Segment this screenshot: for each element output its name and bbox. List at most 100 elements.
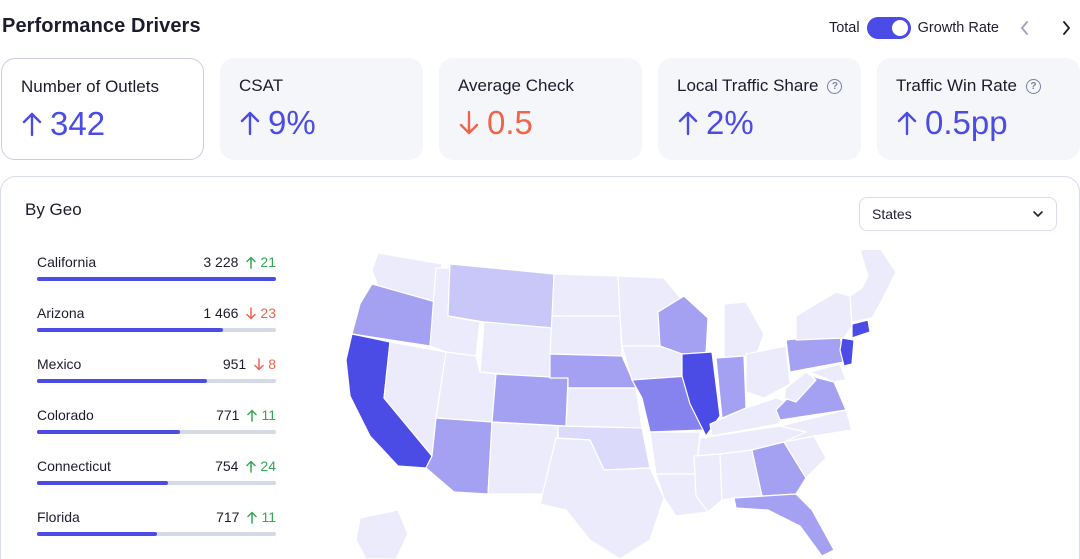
share-bar-fill xyxy=(37,430,181,434)
state-ohio[interactable] xyxy=(745,345,791,399)
arrow-up-icon xyxy=(678,111,698,136)
geo-stats: 951 8 xyxy=(223,356,276,372)
state-maryland[interactable] xyxy=(809,363,847,383)
geo-level-select[interactable]: States xyxy=(859,197,1057,231)
share-bar-track xyxy=(37,328,276,332)
state-wyoming[interactable] xyxy=(479,321,553,379)
share-bar-fill xyxy=(37,328,224,332)
geo-delta: 11 xyxy=(247,509,276,525)
geo-stats: 1 466 23 xyxy=(203,305,276,321)
state-michigan[interactable] xyxy=(723,301,765,359)
share-bar-track xyxy=(37,430,276,434)
state-arkansas[interactable] xyxy=(649,431,701,475)
arrow-up-icon xyxy=(22,112,42,137)
geo-list-item[interactable]: Arizona 1 466 23 xyxy=(37,304,276,355)
geo-list: California 3 228 21 Arizona 1 466 23 xyxy=(37,253,276,559)
geo-count: 951 xyxy=(222,356,247,372)
chevron-left-icon xyxy=(1021,21,1028,35)
chevron-right-icon xyxy=(1063,21,1070,35)
arrow-down-icon xyxy=(254,357,264,370)
kpi-value: 342 xyxy=(22,105,105,143)
state-indiana[interactable] xyxy=(715,355,747,419)
kpi-label: Average Check xyxy=(458,76,574,95)
kpi-label: Local Traffic Share? xyxy=(677,76,843,96)
geo-count: 771 xyxy=(216,407,240,423)
share-bar-track xyxy=(37,277,276,281)
kpi-label: Traffic Win Rate? xyxy=(896,76,1041,96)
arrow-up-icon xyxy=(247,409,258,422)
arrow-up-icon xyxy=(246,256,257,269)
state-florida[interactable] xyxy=(733,493,835,557)
view-toggle-group: Total Growth Rate xyxy=(829,12,1080,44)
geo-list-item[interactable]: California 3 228 21 xyxy=(37,253,276,304)
prev-button[interactable] xyxy=(1011,14,1039,42)
kpi-label: Number of Outlets xyxy=(21,77,159,96)
toggle-knob xyxy=(891,20,908,36)
share-bar-track xyxy=(37,481,276,485)
state-new-jersey[interactable] xyxy=(839,337,855,367)
panel-title: By Geo xyxy=(25,200,82,219)
state-new-york[interactable] xyxy=(795,291,853,341)
state-new-england[interactable] xyxy=(849,247,897,323)
geo-stats: 3 228 21 xyxy=(203,254,276,270)
state-west-virginia[interactable] xyxy=(783,371,817,403)
question-circle-icon[interactable]: ? xyxy=(827,78,843,94)
total-growth-toggle[interactable] xyxy=(866,17,911,39)
state-mississippi[interactable] xyxy=(693,453,723,513)
state-oregon[interactable] xyxy=(351,283,437,347)
state-connecticut[interactable] xyxy=(851,319,871,339)
geo-list-item[interactable]: Mexico 951 8 xyxy=(37,355,276,406)
geo-list-item[interactable]: Florida 717 11 xyxy=(37,508,276,559)
kpi-card-local-traffic-share[interactable]: Local Traffic Share? 2% xyxy=(658,58,861,160)
arrow-up-icon xyxy=(246,460,257,473)
by-geo-panel: By Geo States California 3 228 21 Arizon… xyxy=(0,176,1080,559)
question-circle-icon[interactable]: ? xyxy=(1025,78,1041,94)
geo-name: California xyxy=(37,254,97,270)
state-south-dakota[interactable] xyxy=(549,315,623,357)
kpi-value: 0.5pp xyxy=(897,104,1008,142)
page-title: Performance Drivers xyxy=(2,15,201,37)
arrow-up-icon xyxy=(240,111,260,136)
kpi-card-csat[interactable]: CSAT 9% xyxy=(220,58,423,160)
geo-name: Colorado xyxy=(37,407,94,423)
share-bar-track xyxy=(37,379,276,383)
state-texas[interactable] xyxy=(539,437,665,559)
kpi-value: 2% xyxy=(678,104,754,142)
geo-count: 3 228 xyxy=(203,254,239,270)
share-bar-fill xyxy=(37,277,276,281)
geo-stats: 754 24 xyxy=(215,458,276,474)
arrow-up-icon xyxy=(247,511,258,524)
state-colorado[interactable] xyxy=(491,373,569,427)
state-kansas[interactable] xyxy=(565,387,643,429)
toggle-total-label: Total xyxy=(828,20,860,36)
geo-delta: 8 xyxy=(254,356,276,372)
state-illinois[interactable] xyxy=(681,351,721,437)
map-svg xyxy=(345,247,897,559)
state-alaska[interactable] xyxy=(355,509,409,559)
geo-delta: 11 xyxy=(247,407,276,423)
us-choropleth-map[interactable] xyxy=(340,247,920,559)
arrow-up-icon xyxy=(897,111,917,136)
geo-name: Connecticut xyxy=(37,458,111,474)
state-montana[interactable] xyxy=(447,263,555,329)
kpi-card-average-check[interactable]: Average Check 0.5 xyxy=(439,58,642,160)
state-arizona[interactable] xyxy=(425,417,493,495)
kpi-value: 9% xyxy=(240,104,316,142)
geo-count: 717 xyxy=(216,509,240,525)
geo-name: Mexico xyxy=(37,356,82,372)
kpi-card-outlets[interactable]: Number of Outlets 342 xyxy=(1,58,204,160)
next-button[interactable] xyxy=(1052,14,1080,42)
geo-list-item[interactable]: Colorado 771 11 xyxy=(37,406,276,457)
kpi-value: 0.5 xyxy=(459,104,533,142)
geo-stats: 717 11 xyxy=(216,509,276,525)
geo-count: 1 466 xyxy=(203,305,239,321)
state-georgia[interactable] xyxy=(751,441,807,497)
select-value: States xyxy=(872,206,912,222)
state-north-dakota[interactable] xyxy=(551,273,621,317)
geo-stats: 771 11 xyxy=(216,407,276,423)
geo-list-item[interactable]: Connecticut 754 24 xyxy=(37,457,276,508)
geo-delta: 23 xyxy=(246,305,276,321)
kpi-card-traffic-win-rate[interactable]: Traffic Win Rate? 0.5pp xyxy=(877,58,1080,160)
toggle-growth-label: Growth Rate xyxy=(917,20,999,36)
geo-name: Arizona xyxy=(37,305,85,321)
